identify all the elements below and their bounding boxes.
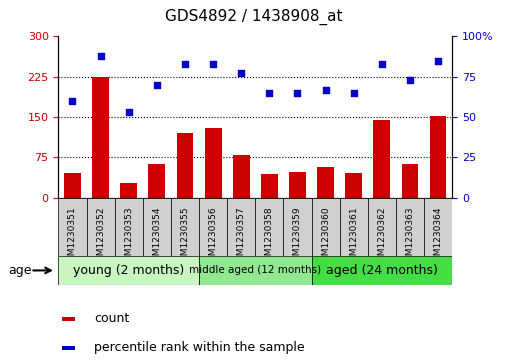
Text: GSM1230359: GSM1230359: [293, 207, 302, 267]
Text: GSM1230360: GSM1230360: [321, 207, 330, 267]
Bar: [92, 77, 109, 198]
Point: [294, 90, 302, 96]
Bar: [345, 173, 362, 198]
Text: GSM1230356: GSM1230356: [209, 207, 217, 267]
Bar: [340, 198, 368, 256]
Bar: [86, 198, 115, 256]
Point: [181, 61, 189, 67]
Text: GSM1230364: GSM1230364: [433, 207, 442, 267]
Bar: [289, 172, 306, 198]
Bar: [62, 346, 75, 350]
Text: middle aged (12 months): middle aged (12 months): [189, 265, 322, 276]
Text: percentile rank within the sample: percentile rank within the sample: [94, 341, 304, 354]
Text: GSM1230362: GSM1230362: [377, 207, 386, 267]
Text: GSM1230351: GSM1230351: [68, 207, 77, 267]
Point: [322, 87, 330, 93]
Bar: [115, 198, 143, 256]
Bar: [255, 198, 283, 256]
Point: [69, 98, 77, 104]
Text: GSM1230352: GSM1230352: [96, 207, 105, 267]
Bar: [430, 116, 447, 198]
Point: [209, 61, 217, 67]
Bar: [233, 155, 249, 198]
Text: GDS4892 / 1438908_at: GDS4892 / 1438908_at: [165, 9, 343, 25]
Bar: [171, 198, 199, 256]
Bar: [205, 128, 221, 198]
Bar: [199, 198, 227, 256]
Bar: [64, 172, 81, 198]
Bar: [311, 256, 452, 285]
Bar: [199, 256, 311, 285]
Bar: [58, 198, 86, 256]
Text: aged (24 months): aged (24 months): [326, 264, 438, 277]
Text: age: age: [9, 264, 32, 277]
Text: GSM1230354: GSM1230354: [152, 207, 162, 267]
Point: [124, 109, 133, 115]
Bar: [283, 198, 311, 256]
Text: young (2 months): young (2 months): [73, 264, 184, 277]
Bar: [62, 317, 75, 321]
Bar: [58, 256, 199, 285]
Bar: [227, 198, 255, 256]
Point: [237, 70, 245, 76]
Text: GSM1230357: GSM1230357: [237, 207, 246, 267]
Text: count: count: [94, 312, 129, 325]
Bar: [317, 167, 334, 198]
Text: GSM1230355: GSM1230355: [180, 207, 189, 267]
Point: [406, 77, 414, 83]
Bar: [120, 183, 137, 198]
Bar: [148, 164, 165, 198]
Text: GSM1230358: GSM1230358: [265, 207, 274, 267]
Bar: [261, 174, 278, 198]
Bar: [368, 198, 396, 256]
Point: [434, 58, 442, 64]
Text: GSM1230361: GSM1230361: [349, 207, 358, 267]
Point: [350, 90, 358, 96]
Bar: [424, 198, 452, 256]
Point: [265, 90, 273, 96]
Point: [153, 82, 161, 87]
Bar: [396, 198, 424, 256]
Bar: [401, 164, 419, 198]
Text: GSM1230353: GSM1230353: [124, 207, 133, 267]
Bar: [311, 198, 340, 256]
Point: [97, 53, 105, 58]
Bar: [177, 133, 194, 198]
Bar: [373, 120, 390, 198]
Text: GSM1230363: GSM1230363: [405, 207, 415, 267]
Bar: [143, 198, 171, 256]
Point: [378, 61, 386, 67]
